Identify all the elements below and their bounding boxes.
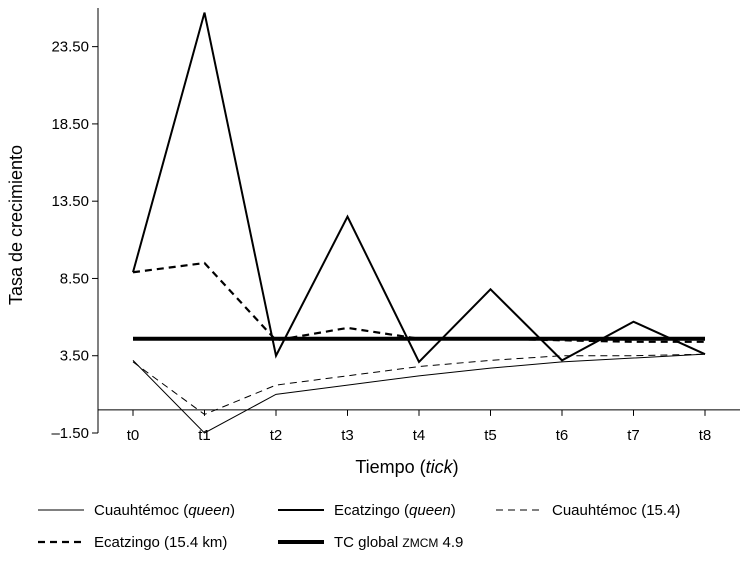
x-axis-title-italic: tick xyxy=(426,457,454,477)
series-line-2 xyxy=(132,353,706,416)
legend-item-0: Cuauhtémoc (queen) xyxy=(38,502,235,519)
series-line-0 xyxy=(132,353,706,434)
x-axis-title-prefix: Tiempo ( xyxy=(355,457,425,477)
x-axis-title: Tiempo (tick) xyxy=(355,457,458,477)
x-tick-label: t8 xyxy=(699,427,712,444)
x-tick-label: t3 xyxy=(341,427,354,444)
legend-item-4: TC global ZMCM 4.9 xyxy=(278,534,463,551)
legend-label: TC global ZMCM 4.9 xyxy=(334,534,463,551)
x-tick-label: t0 xyxy=(127,427,140,444)
y-axis-title-group: Tasa de crecimiento xyxy=(6,145,26,305)
series-layer xyxy=(132,12,706,434)
x-tick-label: t2 xyxy=(270,427,283,444)
x-tick-label: t4 xyxy=(413,427,426,444)
legend-item-2: Cuauhtémoc (15.4) xyxy=(496,502,680,519)
x-tick-label: t1 xyxy=(198,427,211,444)
x-tick-label: t5 xyxy=(484,427,497,444)
y-tick-label: 23.50 xyxy=(51,39,89,56)
x-axis-title-suffix: ) xyxy=(453,457,459,477)
y-tick-label: –1.50 xyxy=(51,425,89,442)
series-line-1 xyxy=(132,12,706,364)
x-tick-label: t7 xyxy=(627,427,640,444)
y-tick-label: 3.50 xyxy=(60,348,89,365)
x-tick-label: t6 xyxy=(556,427,569,444)
legend-item-3: Ecatzingo (15.4 km) xyxy=(38,534,227,551)
legend: Cuauhtémoc (queen) Ecatzingo (queen) Cuauh… xyxy=(38,502,680,551)
y-tick-label: 18.50 xyxy=(51,116,89,133)
y-axis-title: Tasa de crecimiento xyxy=(6,145,26,305)
legend-label: Cuauhtémoc (queen) xyxy=(94,502,235,519)
legend-label: Ecatzingo (queen) xyxy=(334,502,456,519)
legend-label: Ecatzingo (15.4 km) xyxy=(94,534,227,551)
y-tick-label: 8.50 xyxy=(60,270,89,287)
y-tick-label: 13.50 xyxy=(51,193,89,210)
legend-label: Cuauhtémoc (15.4) xyxy=(552,502,680,519)
axes: –1.50 3.50 8.50 13.50 18.50 23.50 t0 t1 t2 t3 t4 t5… xyxy=(51,8,740,444)
legend-item-1: Ecatzingo (queen) xyxy=(278,502,456,519)
